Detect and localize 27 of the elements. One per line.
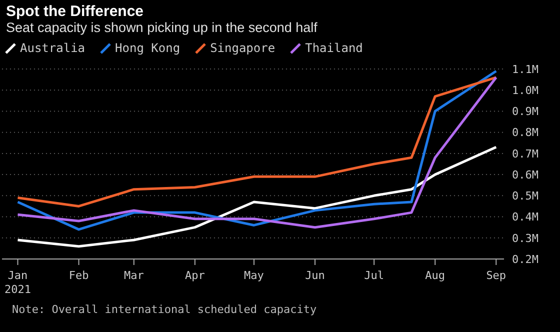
x-tick-label: Jun — [305, 269, 325, 282]
legend-label: Singapore — [209, 41, 276, 55]
y-tick-label: 0.6M — [512, 168, 539, 182]
legend-label: Hong Kong — [114, 41, 180, 55]
y-tick-label: 0.4M — [512, 210, 539, 224]
text: Note: Overall international scheduled capacity — [12, 303, 318, 316]
y-tick-label: 0.2M — [512, 252, 539, 266]
y-tick-label: 1.0M — [512, 84, 539, 98]
y-tick-label: 0.3M — [512, 232, 539, 245]
x-tick-label: Aug — [425, 269, 446, 282]
x-tick-label: Feb — [68, 269, 89, 282]
x-tick-label: Mar — [124, 269, 144, 282]
chart-title: Spot the Difference — [6, 3, 145, 20]
x-tick-label: May — [244, 269, 264, 282]
x-tick-label: Jan 2021 — [4, 269, 31, 296]
chart-subtitle: Seat capacity is shown picking up in the second half — [6, 20, 318, 35]
y-tick-label: 1.1M — [512, 62, 539, 76]
y-tick-label: 0.5M — [512, 190, 539, 203]
y-tick-label: 0.8M — [512, 126, 539, 140]
x-tick-label: Jul — [364, 269, 384, 282]
y-tick-label: 0.9M — [512, 105, 539, 118]
x-tick-label: Apr — [184, 269, 206, 282]
legend-label: Australia — [19, 41, 86, 55]
line-series — [16, 146, 498, 248]
y-tick-label: 0.7M — [512, 147, 539, 160]
x-tick-label: Sep — [486, 269, 506, 282]
legend-label: Thailand — [304, 41, 363, 55]
